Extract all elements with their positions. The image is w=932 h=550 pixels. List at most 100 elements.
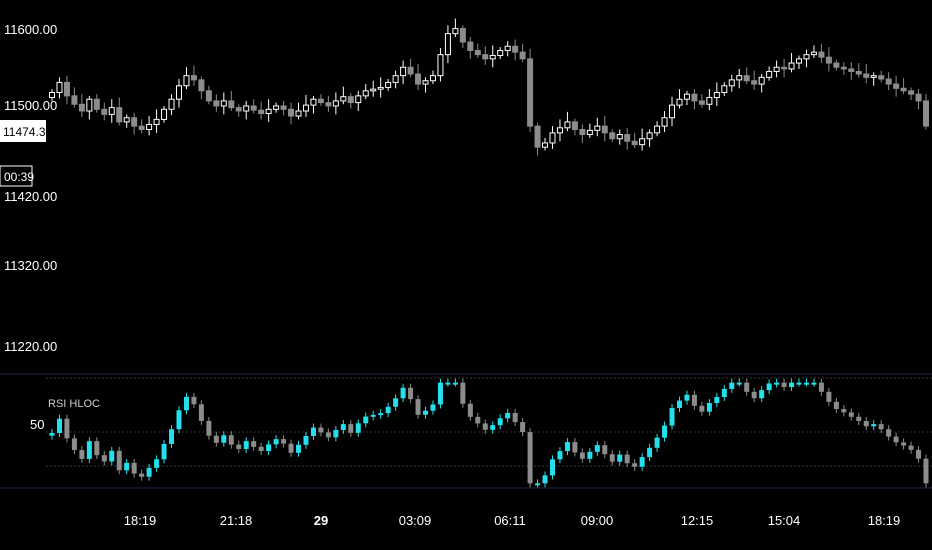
rsi-candle-body xyxy=(691,394,697,406)
rsi-candle-body xyxy=(617,454,623,462)
time-axis[interactable]: 18:19 21:18 29 03:09 06:11 09:00 12:15 15:04 18:… xyxy=(124,513,901,528)
rsi-candle-body xyxy=(497,418,503,426)
candle-body xyxy=(116,107,123,123)
rsi-candle-body xyxy=(467,403,473,417)
candle-body xyxy=(915,93,922,102)
rsi-candle-body xyxy=(393,398,399,407)
rsi-candle-body xyxy=(893,436,899,443)
rsi-candle-body xyxy=(781,382,787,388)
candle-body xyxy=(542,142,549,148)
candle-body xyxy=(108,107,115,115)
price-tick-label: 11600.00 xyxy=(4,22,57,37)
rsi-candle-body xyxy=(751,391,757,399)
rsi-candle-body xyxy=(639,457,645,467)
rsi-candle-body xyxy=(318,427,324,433)
rsi-candle-body xyxy=(774,382,780,385)
candle-body xyxy=(235,107,242,112)
candle-body xyxy=(863,73,870,78)
candle-body xyxy=(415,73,422,85)
rsi-candle-body xyxy=(736,382,742,385)
candle-body xyxy=(429,75,436,82)
candle-body xyxy=(377,86,384,90)
rsi-candle-body xyxy=(564,442,570,452)
time-tick-label: 18:19 xyxy=(868,513,901,528)
candle-body xyxy=(93,98,100,110)
rsi-candle-body xyxy=(714,397,720,403)
rsi-candle-body xyxy=(198,404,204,421)
time-tick-label: 06:11 xyxy=(494,513,526,528)
candle-body xyxy=(273,105,280,110)
candle-body xyxy=(220,100,227,107)
candle-body xyxy=(123,117,130,123)
indicator-pane xyxy=(0,373,932,489)
candle-body xyxy=(713,92,720,99)
rsi-candle-body xyxy=(878,424,884,430)
rsi-candle-body xyxy=(542,475,548,484)
candle-body xyxy=(452,28,459,35)
candle-body xyxy=(467,41,474,51)
rsi-candle-body xyxy=(684,394,690,401)
rsi-candle-body xyxy=(101,455,107,462)
rsi-candle-body xyxy=(579,452,585,459)
rsi-candle-body xyxy=(549,459,555,476)
rsi-candle-body xyxy=(325,432,331,438)
rsi-candle-body xyxy=(505,412,511,419)
candle-body xyxy=(639,138,646,146)
candle-body xyxy=(288,108,295,117)
rsi-candle-body xyxy=(400,387,406,399)
candle-body xyxy=(325,102,332,107)
candle-body xyxy=(818,51,825,58)
rsi-candle-body xyxy=(602,445,608,455)
rsi-candle-body xyxy=(632,463,638,467)
candle-body xyxy=(564,121,571,129)
rsi-candle-body xyxy=(191,396,197,405)
rsi-candle-body xyxy=(871,424,877,427)
rsi-candle-body xyxy=(572,442,578,453)
price-tick-label: 11320.00 xyxy=(4,258,57,273)
candle-body xyxy=(310,98,317,106)
candle-body xyxy=(146,123,153,130)
candle-body xyxy=(736,75,743,81)
rsi-candle-body xyxy=(109,450,115,462)
candle-body xyxy=(407,66,414,75)
candle-body xyxy=(49,92,55,99)
candle-body xyxy=(153,118,160,125)
candle-body xyxy=(549,132,556,144)
candle-body xyxy=(683,93,690,100)
rsi-candle-body xyxy=(385,406,391,414)
rsi-candle-body xyxy=(729,382,735,389)
rsi-candle-body xyxy=(609,454,615,462)
rsi-candle-body xyxy=(79,450,85,459)
rsi-candle-body xyxy=(139,473,145,477)
rsi-candle-body xyxy=(460,382,466,404)
rsi-candle-body xyxy=(408,387,414,400)
candle-body xyxy=(370,88,377,92)
rsi-candle-body xyxy=(273,439,279,445)
candle-body xyxy=(923,100,929,127)
candle-body xyxy=(855,70,862,75)
candle-body xyxy=(63,81,70,97)
candle-body xyxy=(848,68,855,72)
time-tick-label: 29 xyxy=(314,513,328,528)
candle-body xyxy=(205,90,212,102)
rsi-candle-body xyxy=(423,410,429,415)
rsi-candle-body xyxy=(116,450,122,471)
candle-body xyxy=(878,75,885,80)
rsi-candle-body xyxy=(527,432,533,484)
candle-body xyxy=(885,78,892,85)
candle-body xyxy=(512,45,519,53)
candle-body xyxy=(810,51,817,56)
rsi-candle-body xyxy=(303,435,309,445)
rsi-candle-body xyxy=(378,413,384,416)
candle-body xyxy=(781,66,788,70)
candle-body xyxy=(78,103,85,112)
candle-body xyxy=(706,97,713,105)
candle-body xyxy=(258,109,265,115)
rsi-candle-body xyxy=(923,458,929,484)
price-candles xyxy=(49,18,929,156)
rsi-candle-body xyxy=(475,416,481,424)
price-axis[interactable]: 11600.00 11500.00 11420.00 11320.00 11220.00 xyxy=(4,22,57,354)
candle-body xyxy=(228,100,235,109)
rsi-candle-body xyxy=(452,382,458,385)
